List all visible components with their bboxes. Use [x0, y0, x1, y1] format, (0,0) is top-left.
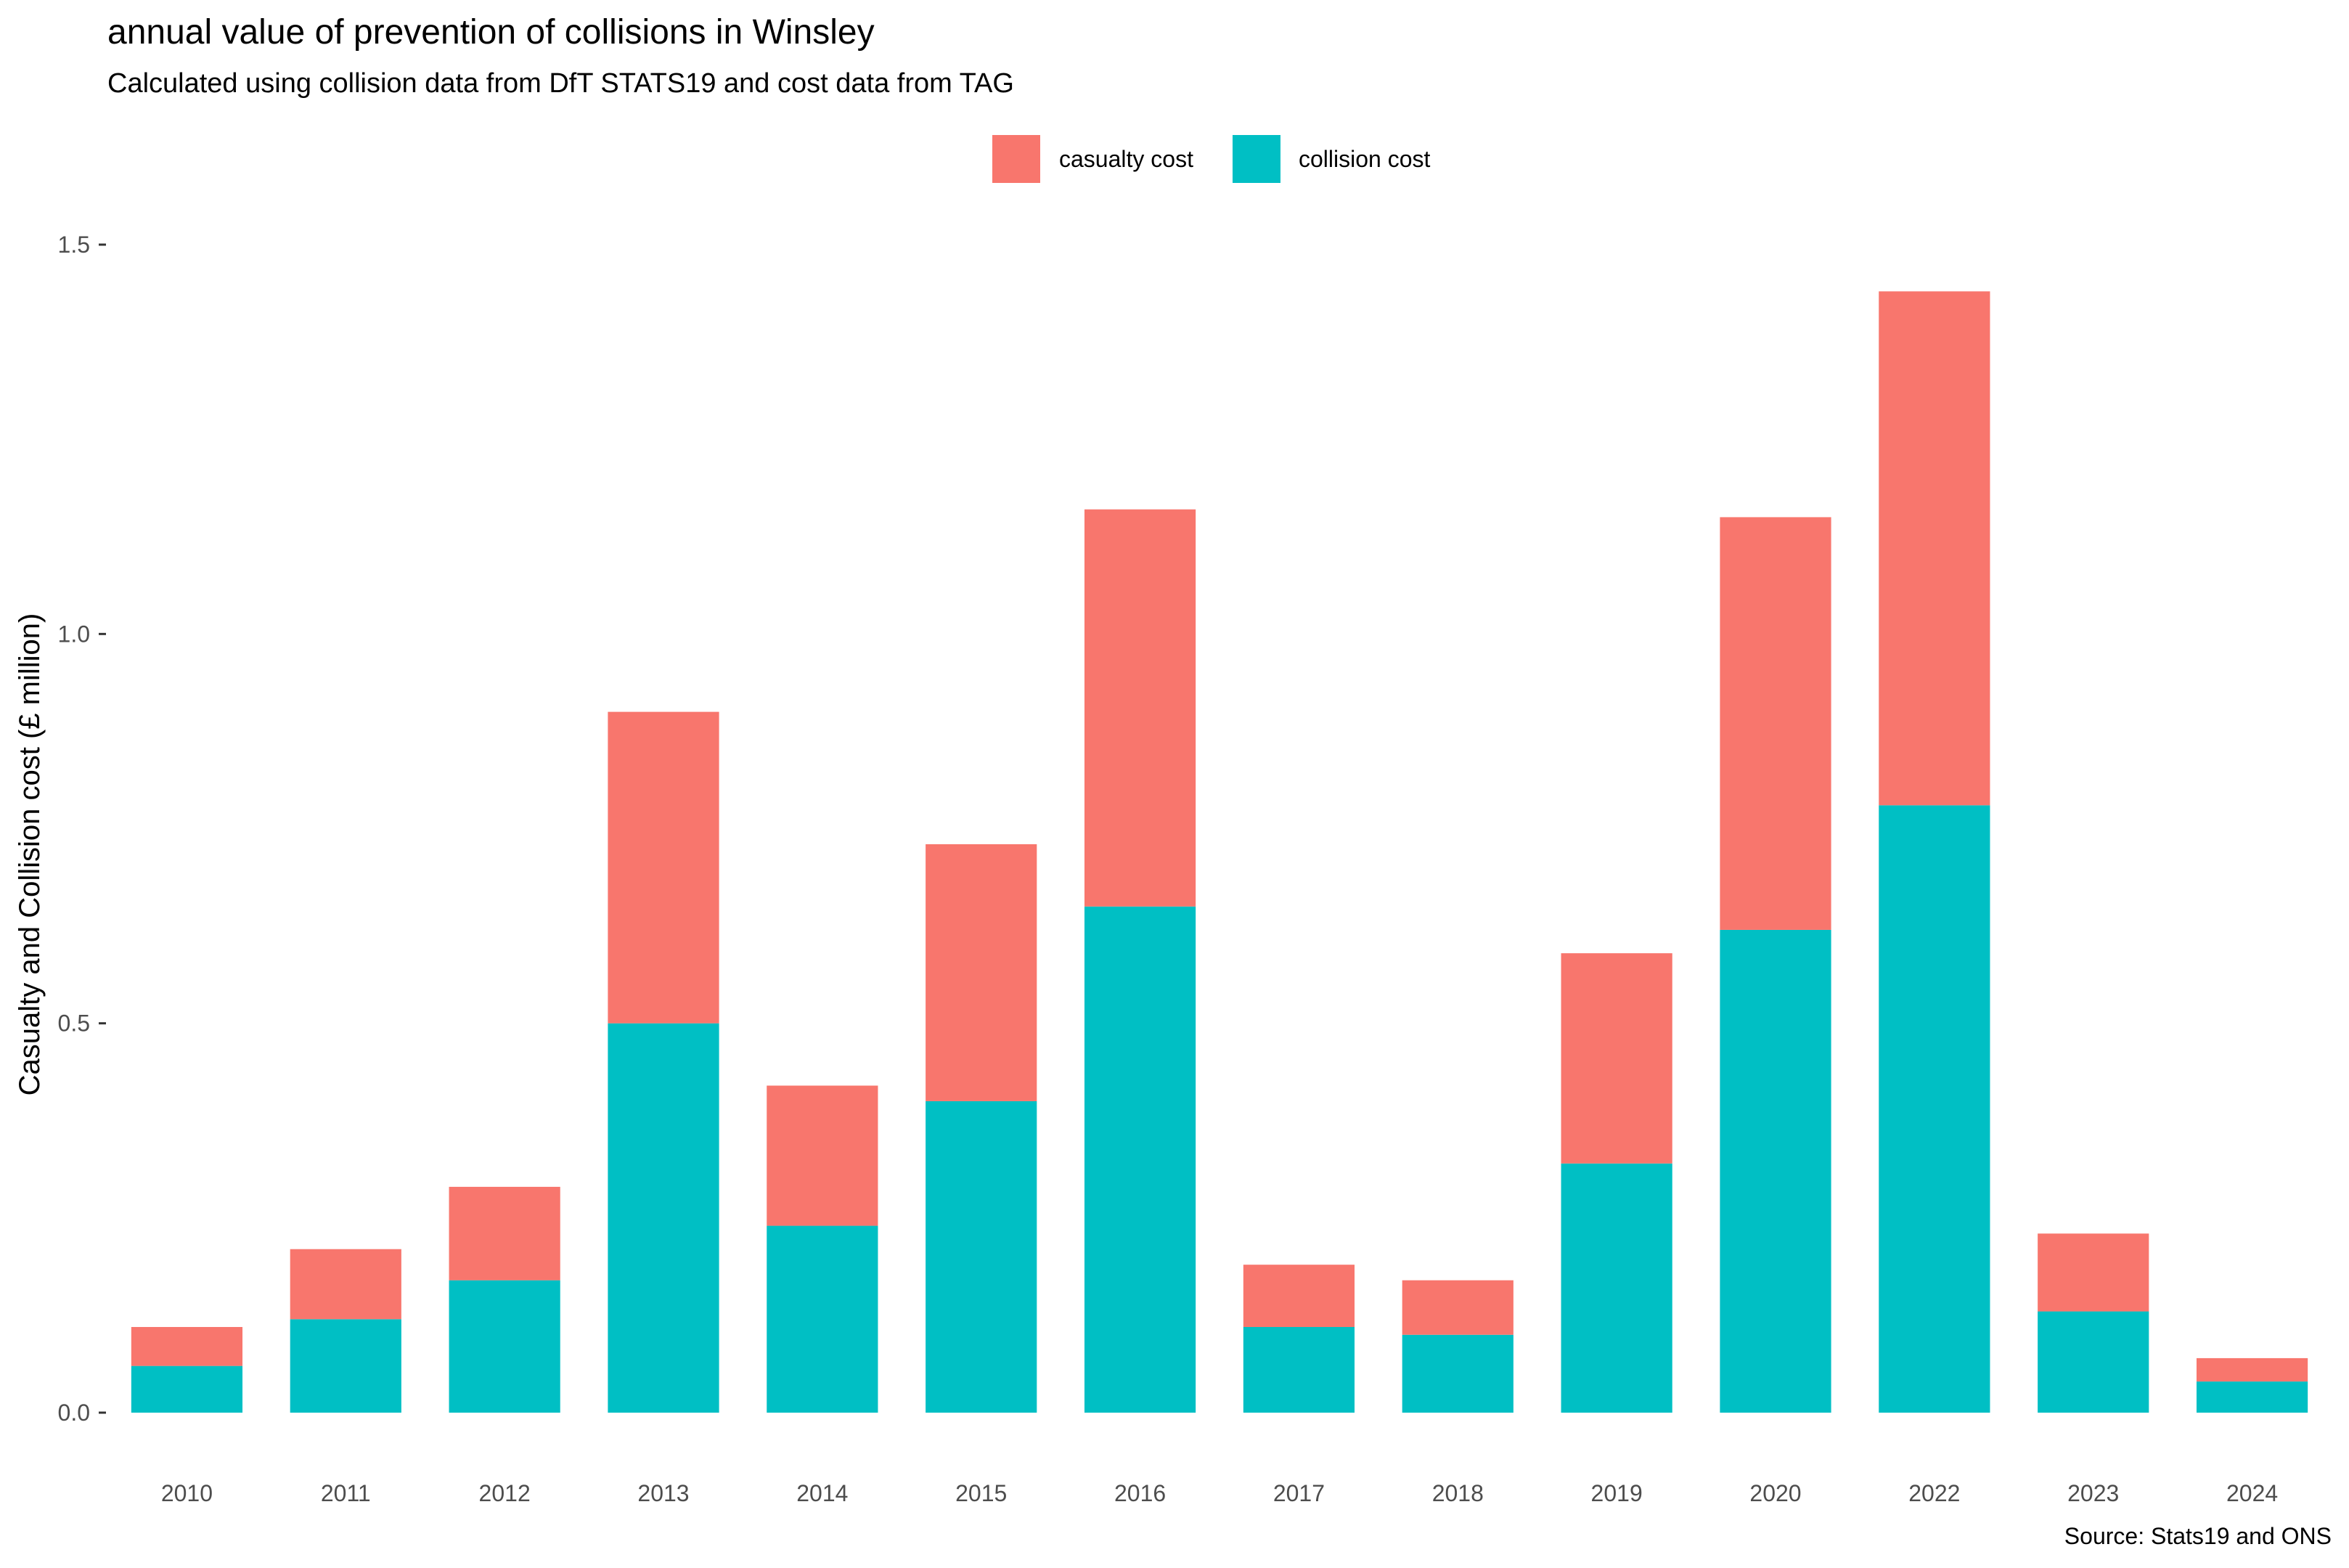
bar-collision-cost-2022	[1879, 805, 1990, 1413]
legend-swatch-casualty-cost	[992, 135, 1040, 183]
y-axis: 0.0 0.5 1.0 1.5	[58, 232, 106, 1426]
bar-collision-cost-2012	[449, 1280, 560, 1413]
x-tick-label-2011: 2011	[321, 1480, 371, 1506]
bar-casualty-cost-2017	[1243, 1265, 1355, 1328]
x-tick-label-2022: 2022	[1908, 1480, 1960, 1506]
y-tick-label-1-0: 1.0	[58, 621, 90, 647]
bar-collision-cost-2018	[1402, 1334, 1513, 1413]
x-tick-label-2023: 2023	[2067, 1480, 2119, 1506]
x-tick-label-2010: 2010	[161, 1480, 213, 1506]
bar-casualty-cost-2022	[1879, 291, 1990, 806]
chart-subtitle: Calculated using collision data from DfT…	[107, 68, 1014, 99]
bar-casualty-cost-2011	[290, 1249, 401, 1320]
bar-collision-cost-2019	[1561, 1163, 1672, 1413]
bar-collision-cost-2014	[767, 1225, 878, 1413]
bar-collision-cost-2020	[1720, 929, 1831, 1413]
bar-collision-cost-2015	[926, 1101, 1037, 1413]
source-caption: Source: Stats19 and ONS	[2064, 1523, 2332, 1549]
bar-collision-cost-2013	[608, 1023, 719, 1413]
x-axis: 2010 2011 2012 2013 2014 2015 2016 2017 2018 2019…	[161, 1480, 2278, 1506]
legend: casualty cost collision cost	[992, 135, 1431, 183]
bar-casualty-cost-2012	[449, 1186, 560, 1281]
x-tick-label-2024: 2024	[2226, 1480, 2278, 1506]
bar-collision-cost-2017	[1243, 1327, 1355, 1413]
x-tick-label-2020: 2020	[1749, 1480, 1801, 1506]
y-tick-label-1-5: 1.5	[58, 232, 90, 258]
bar-casualty-cost-2016	[1084, 509, 1196, 907]
bars	[131, 291, 2308, 1413]
legend-swatch-collision-cost	[1233, 135, 1280, 183]
legend-label-collision-cost: collision cost	[1299, 146, 1431, 172]
bar-casualty-cost-2019	[1561, 953, 1672, 1164]
y-tick-label-0-0: 0.0	[58, 1400, 90, 1426]
bar-collision-cost-2016	[1084, 906, 1196, 1413]
bar-collision-cost-2023	[2038, 1311, 2149, 1413]
x-tick-label-2013: 2013	[637, 1480, 689, 1506]
x-tick-label-2015: 2015	[955, 1480, 1007, 1506]
x-tick-label-2017: 2017	[1273, 1480, 1325, 1506]
bar-casualty-cost-2020	[1720, 517, 1831, 930]
bar-collision-cost-2024	[2196, 1381, 2308, 1413]
y-axis-title: Casualty and Collision cost (£ million)	[14, 613, 46, 1096]
x-tick-label-2019: 2019	[1591, 1480, 1643, 1506]
bar-collision-cost-2010	[131, 1365, 243, 1413]
bar-casualty-cost-2015	[926, 844, 1037, 1101]
bar-casualty-cost-2024	[2196, 1357, 2308, 1382]
bar-casualty-cost-2013	[608, 711, 719, 1024]
chart-title: annual value of prevention of collisions…	[107, 13, 875, 52]
bar-casualty-cost-2014	[767, 1085, 878, 1226]
bar-collision-cost-2011	[290, 1319, 401, 1413]
x-tick-label-2014: 2014	[796, 1480, 848, 1506]
x-tick-label-2016: 2016	[1114, 1480, 1166, 1506]
bar-casualty-cost-2010	[131, 1327, 243, 1366]
legend-label-casualty-cost: casualty cost	[1059, 146, 1193, 172]
x-tick-label-2018: 2018	[1432, 1480, 1484, 1506]
y-tick-label-0-5: 0.5	[58, 1010, 90, 1037]
bar-casualty-cost-2023	[2038, 1233, 2149, 1312]
x-tick-label-2012: 2012	[479, 1480, 531, 1506]
bar-casualty-cost-2018	[1402, 1280, 1513, 1335]
